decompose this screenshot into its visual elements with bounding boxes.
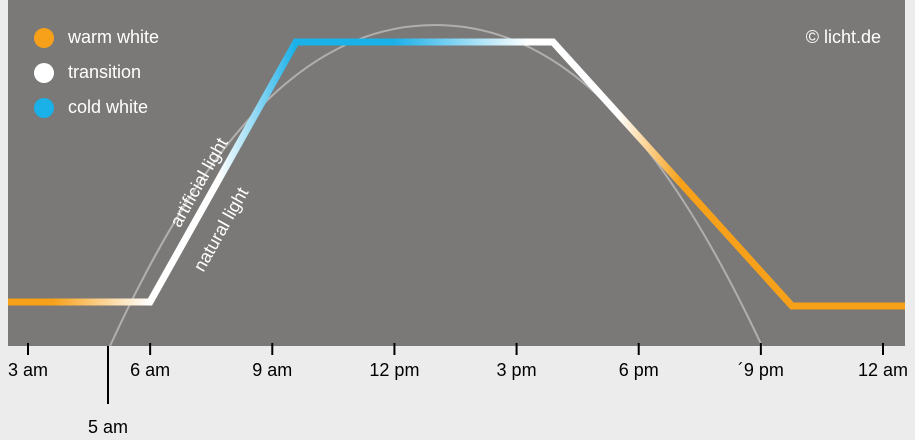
legend-label: transition xyxy=(68,62,141,82)
tick-label: 6 pm xyxy=(619,360,659,380)
marker-label: 5 am xyxy=(88,417,128,437)
legend-label: cold white xyxy=(68,97,148,117)
natural-light-curve xyxy=(109,23,763,347)
tick-label: 3 pm xyxy=(497,360,537,380)
tick-label: ´9 pm xyxy=(738,360,784,380)
legend-swatch xyxy=(34,98,54,118)
tick-label: 9 am xyxy=(252,360,292,380)
x-axis: 3 am 6 am 9 am 12 pm 3 pm 6 pm ´9 pm 12 am xyxy=(8,343,908,380)
tick-label: 12 am xyxy=(858,360,908,380)
legend-swatch xyxy=(34,63,54,83)
legend-swatch xyxy=(34,28,54,48)
credit: © licht.de xyxy=(806,27,881,47)
tick-label: 12 pm xyxy=(369,360,419,380)
legend-label: warm white xyxy=(67,27,159,47)
artificial-light-curve xyxy=(8,38,905,310)
plot-area xyxy=(8,0,905,346)
tick-label: 6 am xyxy=(130,360,170,380)
tick-label: 3 am xyxy=(8,360,48,380)
